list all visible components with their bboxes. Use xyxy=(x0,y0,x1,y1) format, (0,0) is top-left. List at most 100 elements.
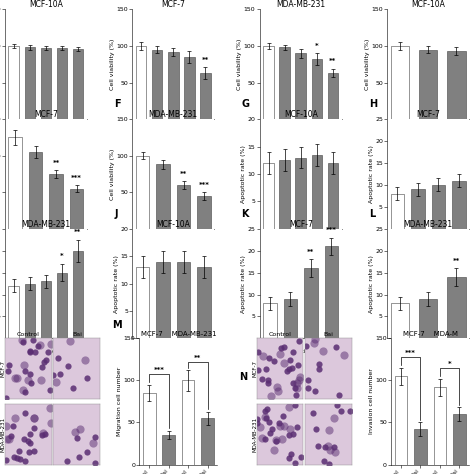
Text: N: N xyxy=(239,372,247,382)
Point xyxy=(316,365,323,373)
Bar xyxy=(447,51,465,119)
Point xyxy=(295,337,302,345)
Text: ***: *** xyxy=(405,350,416,356)
Point xyxy=(255,348,262,356)
Title: Control: Control xyxy=(17,332,40,337)
Point xyxy=(291,401,298,409)
Point xyxy=(261,413,268,421)
Point xyxy=(63,457,71,465)
Title: MCF-7: MCF-7 xyxy=(289,219,313,228)
Point xyxy=(21,367,28,375)
Point xyxy=(285,403,292,411)
Bar xyxy=(9,286,19,338)
Y-axis label: MDA-MB-231: MDA-MB-231 xyxy=(1,417,6,452)
Bar xyxy=(279,47,290,119)
Title: Bai: Bai xyxy=(72,332,82,337)
Point xyxy=(273,437,280,445)
Y-axis label: Apoptotic rate (%): Apoptotic rate (%) xyxy=(369,145,374,203)
Point xyxy=(13,454,21,462)
Title: MCF-10A: MCF-10A xyxy=(29,0,63,9)
X-axis label: concentration of Bai (μM): concentration of Bai (μM) xyxy=(133,130,213,135)
Title: Control: Control xyxy=(268,332,292,337)
Point xyxy=(91,433,99,441)
Point xyxy=(9,422,17,429)
Bar xyxy=(200,73,210,119)
Point xyxy=(334,401,341,409)
X-axis label: Treatment time of Bai: Treatment time of Bai xyxy=(139,239,208,244)
Point xyxy=(21,410,29,417)
Point xyxy=(75,453,83,461)
Point xyxy=(290,379,297,386)
X-axis label: concentration of Bai (μM): concentration of Bai (μM) xyxy=(6,130,86,135)
Point xyxy=(263,405,271,412)
Bar xyxy=(136,267,149,338)
Point xyxy=(2,394,9,401)
Y-axis label: Apoptotic rate (%): Apoptotic rate (%) xyxy=(369,255,374,312)
Text: **: ** xyxy=(53,160,60,166)
Bar xyxy=(311,155,322,229)
Point xyxy=(330,414,337,421)
Point xyxy=(293,384,301,392)
Point xyxy=(286,425,294,433)
Bar xyxy=(419,299,438,338)
Point xyxy=(326,461,333,468)
Point xyxy=(50,371,57,379)
Point xyxy=(335,391,343,399)
Point xyxy=(25,448,33,456)
Point xyxy=(265,354,273,362)
Point xyxy=(291,459,299,466)
Title: MDA-MB-231: MDA-MB-231 xyxy=(21,219,71,228)
Text: J: J xyxy=(114,209,118,219)
Title: MCF-7: MCF-7 xyxy=(416,110,440,119)
Bar xyxy=(177,262,190,338)
Y-axis label: Apoptotic rate (%): Apoptotic rate (%) xyxy=(114,255,119,312)
Point xyxy=(315,360,322,367)
Bar xyxy=(57,273,67,338)
Point xyxy=(262,408,269,415)
Bar xyxy=(395,376,407,465)
Point xyxy=(337,407,345,415)
Y-axis label: MDA-MB-231: MDA-MB-231 xyxy=(253,417,258,452)
Point xyxy=(340,351,348,359)
X-axis label: Treatment time of Bai: Treatment time of Bai xyxy=(266,349,335,354)
Text: ***: *** xyxy=(326,227,337,233)
Point xyxy=(255,366,262,374)
Point xyxy=(54,354,62,361)
Title: Bai: Bai xyxy=(324,332,334,337)
X-axis label: Treatment time of Bai: Treatment time of Bai xyxy=(12,239,80,244)
Point xyxy=(47,419,55,427)
Bar xyxy=(168,52,179,119)
Point xyxy=(261,435,268,442)
Title: MDA-MB-231: MDA-MB-231 xyxy=(149,110,198,119)
Point xyxy=(269,425,276,433)
Bar xyxy=(73,251,83,338)
Point xyxy=(83,374,91,382)
Bar xyxy=(391,303,409,338)
Point xyxy=(330,443,338,450)
Point xyxy=(15,447,23,455)
Text: **: ** xyxy=(74,229,82,236)
Bar xyxy=(453,414,466,465)
Bar xyxy=(201,418,214,465)
Point xyxy=(280,359,288,367)
Bar xyxy=(295,157,306,229)
Point xyxy=(321,443,328,451)
Point xyxy=(64,363,72,370)
Point xyxy=(346,407,353,415)
Point xyxy=(304,376,311,384)
Point xyxy=(66,337,73,345)
Text: **: ** xyxy=(329,58,337,64)
Point xyxy=(12,374,19,382)
Point xyxy=(2,456,10,464)
Point xyxy=(272,436,280,444)
Point xyxy=(268,392,275,400)
Point xyxy=(30,425,37,432)
Point xyxy=(27,379,35,387)
Y-axis label: MCF-7: MCF-7 xyxy=(253,360,258,377)
Point xyxy=(253,416,261,423)
Point xyxy=(310,340,318,347)
Point xyxy=(43,356,50,364)
Point xyxy=(41,430,48,438)
Point xyxy=(31,348,39,356)
Point xyxy=(253,419,261,427)
